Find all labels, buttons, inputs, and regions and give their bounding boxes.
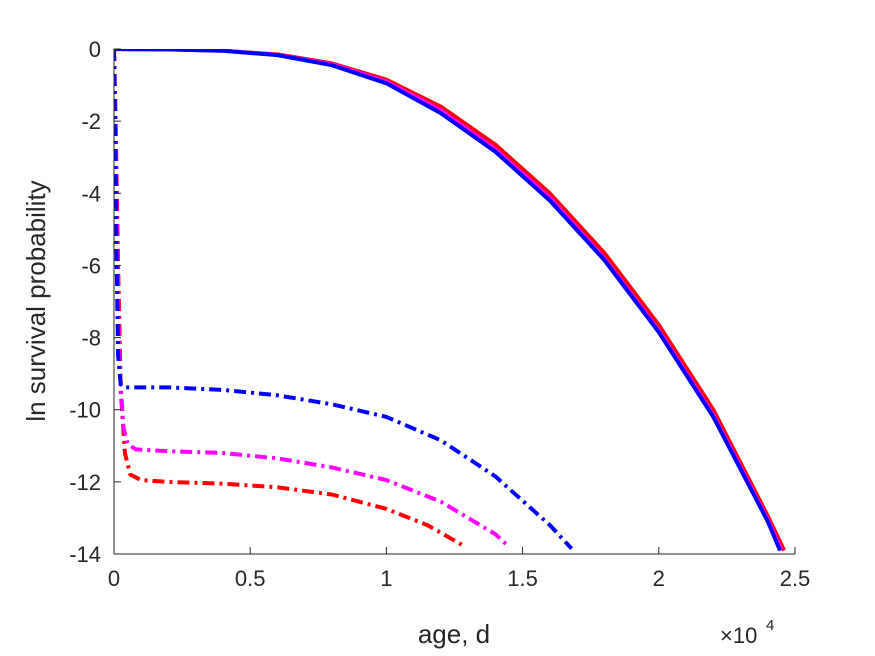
series-line-4 <box>114 49 467 549</box>
series-line-3 <box>114 49 782 552</box>
y-tick-label: -6 <box>81 253 101 278</box>
axes <box>113 48 796 555</box>
plot-area <box>114 49 795 554</box>
x-tick-label: 0 <box>108 566 120 591</box>
series-layer <box>114 49 786 552</box>
y-tick-label: -10 <box>69 398 101 423</box>
series-line-6 <box>114 49 574 550</box>
y-tick-label: -2 <box>81 109 101 134</box>
x-multiplier-base: ×10 <box>720 623 757 648</box>
y-tick-label: -4 <box>81 181 101 206</box>
x-tick-label: 1.5 <box>507 566 538 591</box>
x-tick-label: 2 <box>653 566 665 591</box>
y-tick-label: -8 <box>81 326 101 351</box>
y-tick-label: 0 <box>89 37 101 62</box>
x-tick-label: 2.5 <box>780 566 811 591</box>
y-tick-label: -12 <box>69 470 101 495</box>
x-tick-label: 1 <box>380 566 392 591</box>
y-tick-label: -14 <box>69 542 101 567</box>
y-axis-title: ln survival probability <box>21 180 51 421</box>
tick-labels: 0 0.5 1 1.5 2 2.5 0 -2 -4 -6 -8 -10 -12 -14 <box>69 37 810 591</box>
x-tick-label: 0.5 <box>235 566 266 591</box>
x-multiplier: ×10 4 <box>720 617 774 648</box>
x-multiplier-exponent: 4 <box>766 617 774 634</box>
x-axis-title: age, d <box>418 619 490 649</box>
